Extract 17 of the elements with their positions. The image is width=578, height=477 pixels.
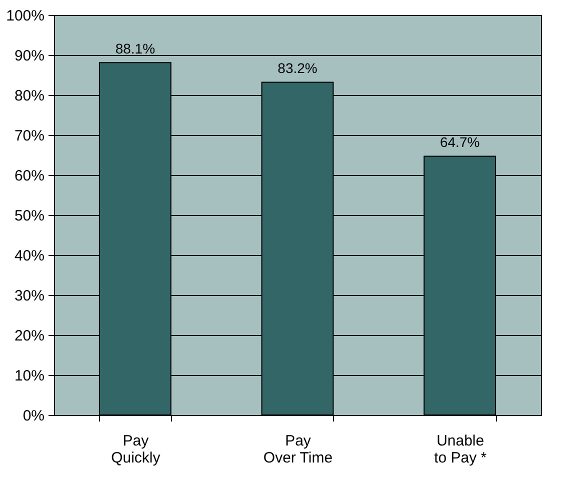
y-tick-label: 90%	[14, 48, 44, 64]
y-tick-label: 40%	[14, 248, 44, 264]
y-tick-label: 80%	[14, 88, 44, 104]
y-tick-label: 100%	[6, 8, 44, 24]
data-label: 83.2%	[278, 60, 318, 76]
y-tick-label: 50%	[14, 208, 44, 224]
y-tick-label: 60%	[14, 168, 44, 184]
y-tick-label: 20%	[14, 328, 44, 344]
y-tick-label: 30%	[14, 288, 44, 304]
y-tick-label: 70%	[14, 128, 44, 144]
x-tick-label: Pay Over Time	[263, 432, 333, 466]
y-tick-label: 0%	[22, 408, 44, 424]
data-label: 64.7%	[440, 134, 480, 150]
y-tick-label: 10%	[14, 368, 44, 384]
data-label: 88.1%	[115, 40, 156, 57]
x-tick-label: Pay Quickly	[111, 432, 161, 466]
x-tick-label: Unable to Pay *	[434, 432, 487, 466]
